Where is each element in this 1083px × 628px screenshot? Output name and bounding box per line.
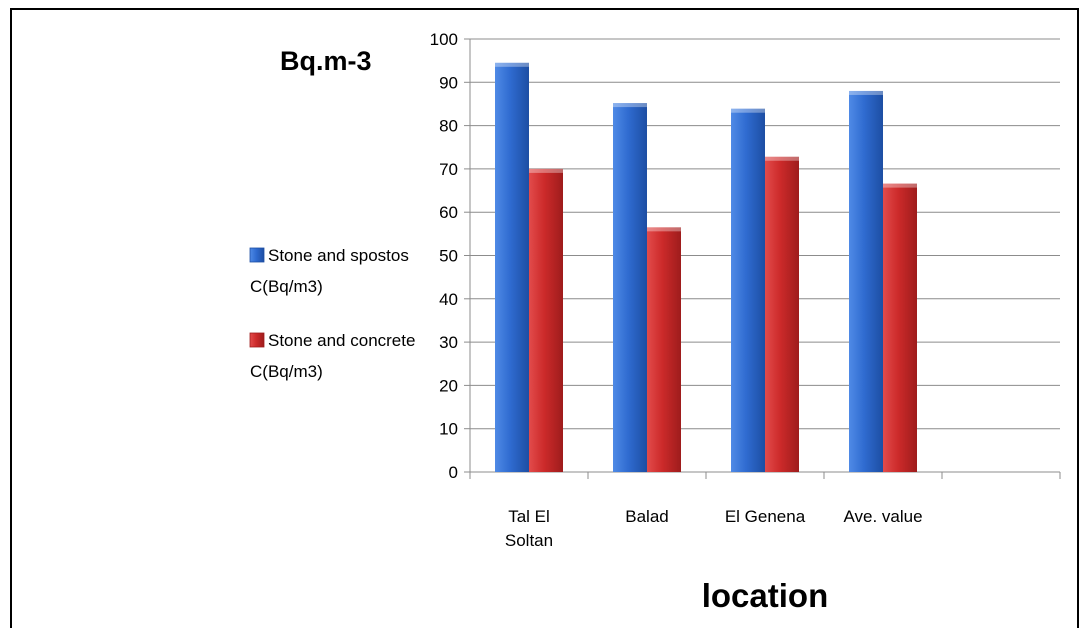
y-tick-label: 70 xyxy=(439,160,458,179)
x-tick-label: Balad xyxy=(625,507,668,526)
bar-highlight xyxy=(883,183,917,188)
legend-swatch xyxy=(249,247,265,263)
y-tick-label: 80 xyxy=(439,117,458,136)
y-tick-label: 100 xyxy=(430,30,458,49)
y-tick-label: 90 xyxy=(439,73,458,92)
y-tick-label: 0 xyxy=(449,463,458,482)
bar-highlight xyxy=(613,103,647,108)
bar-stone-concrete xyxy=(529,168,563,472)
y-tick-label: 10 xyxy=(439,420,458,439)
y-axis-title: Bq.m-3 xyxy=(280,46,372,76)
bar-highlight xyxy=(647,227,681,232)
legend-swatch xyxy=(249,332,265,348)
y-tick-label: 40 xyxy=(439,290,458,309)
bar-stone-spostos xyxy=(613,103,647,473)
x-tick-label: El Genena xyxy=(725,507,806,526)
x-axis-title: location xyxy=(702,577,829,614)
bar-stone-concrete xyxy=(883,183,917,472)
y-tick-label: 30 xyxy=(439,333,458,352)
legend-label: Stone and spostos C(Bq/m3) xyxy=(250,246,409,296)
bar-highlight xyxy=(529,168,563,173)
x-tick-label: Ave. value xyxy=(843,507,922,526)
bar-stone-concrete xyxy=(647,227,681,472)
y-tick-label: 20 xyxy=(439,376,458,395)
bar-stone-spostos xyxy=(731,108,765,472)
legend-label: Stone and concrete C(Bq/m3) xyxy=(250,331,415,381)
bar-highlight xyxy=(765,156,799,161)
bar-highlight xyxy=(731,108,765,113)
x-tick-label: Tal El Soltan xyxy=(505,507,553,550)
y-tick-label: 60 xyxy=(439,203,458,222)
bar-highlight xyxy=(849,90,883,95)
bar-highlight xyxy=(495,62,529,67)
y-tick-label: 50 xyxy=(439,247,458,266)
bar-stone-spostos xyxy=(849,90,883,473)
bar-stone-spostos xyxy=(495,62,529,472)
bar-stone-concrete xyxy=(765,156,799,472)
